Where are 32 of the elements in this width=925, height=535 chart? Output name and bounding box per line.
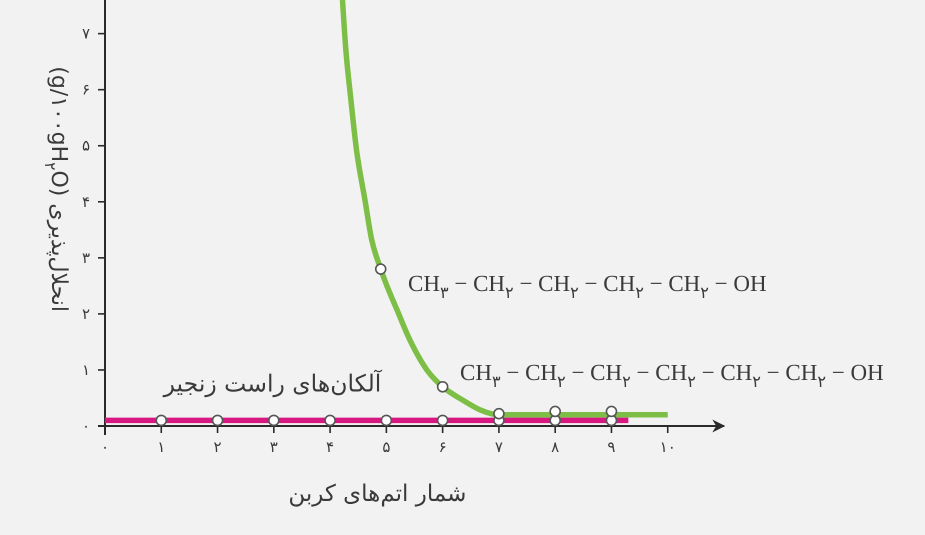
- point: [268, 414, 280, 426]
- x-axis-title: شمار اتم‌های کربن: [288, 481, 466, 507]
- point: [380, 414, 392, 426]
- x-tick-label: ۴: [326, 438, 334, 456]
- point: [155, 414, 168, 426]
- y-tick-label: ۵: [82, 136, 90, 155]
- point: [606, 406, 618, 418]
- x-tick-label: ۷: [494, 438, 503, 456]
- y-tick-label: ۲: [82, 304, 90, 323]
- x-tick-label: ۸: [551, 438, 560, 456]
- y-tick-label: ۰: [82, 417, 90, 435]
- x-tick-label: ۳: [270, 438, 278, 456]
- x-tick-label: ۶: [438, 438, 447, 456]
- x-tick-label: ۲: [214, 438, 222, 456]
- point: [436, 380, 448, 393]
- series-label: آلکان‌های راست زنجیر: [162, 368, 383, 398]
- x-tick-label: ۹: [607, 438, 616, 456]
- y-tick-label: ۶: [82, 80, 90, 99]
- point: [374, 263, 387, 275]
- y-tick-label: ۴: [82, 192, 90, 211]
- x-tick-label: ۱۰: [660, 438, 676, 456]
- point: [549, 406, 561, 418]
- y-tick-label: ۷: [82, 24, 90, 43]
- x-tick-label: ۰: [100, 438, 110, 456]
- x-tick-label: ۱: [157, 438, 166, 456]
- point: [436, 414, 448, 426]
- point: [212, 414, 224, 426]
- point: [493, 408, 505, 420]
- x-tick-label: ۵: [382, 438, 390, 456]
- y-tick-label: ۳: [82, 248, 90, 267]
- y-tick-label: ۱: [82, 360, 90, 379]
- point: [324, 414, 336, 426]
